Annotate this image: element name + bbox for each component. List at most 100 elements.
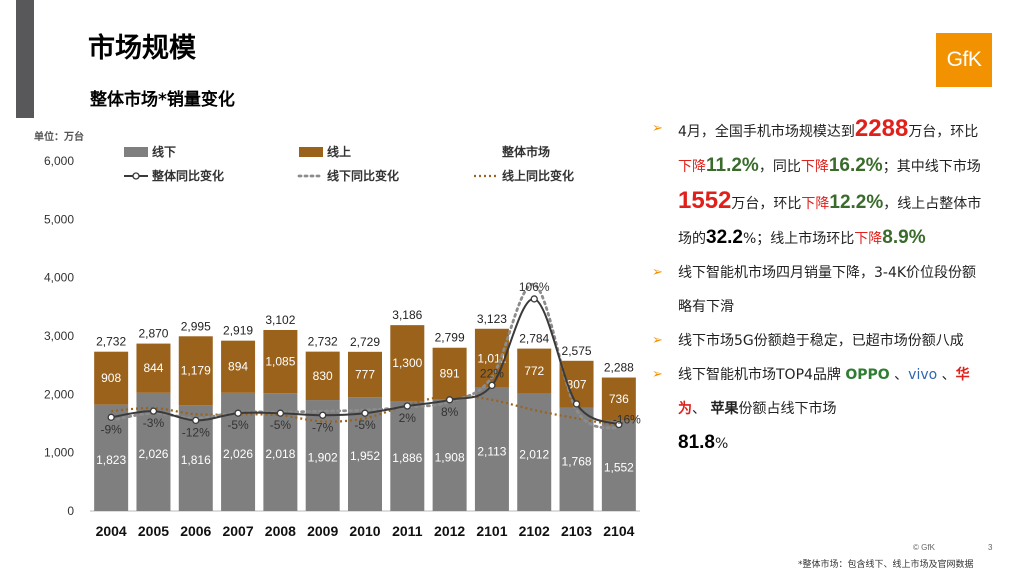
total-value-label: 2,995 [181,319,211,333]
online-value-label: 1,085 [265,355,295,369]
total-yoy-point [530,295,538,303]
online-value-label: 807 [567,377,587,391]
total-yoy-label: -9% [100,422,122,436]
offline-value-label: 2,113 [477,444,506,458]
total-value-label: 2,870 [138,327,168,341]
total-yoy-label: -3% [143,416,165,430]
online-value-label: 894 [228,360,248,374]
unit-label: 单位：万台 [34,132,84,143]
total-yoy-point [192,416,200,425]
offline-value-label: 2,018 [265,447,295,461]
y-tick-label: 6,000 [44,154,74,168]
total-yoy-point [276,409,285,417]
bar-online [348,351,382,398]
legend-total-yoy-marker [132,172,140,180]
x-tick-label: 2101 [476,523,507,539]
offline-value-label: 2,026 [138,447,168,461]
legend-online-swatch [299,147,323,157]
online-value-label: 830 [313,369,333,383]
bar-online [559,360,594,408]
total-yoy-point [445,396,454,404]
total-yoy-label: -5% [270,418,292,432]
x-tick-label: 2104 [603,523,634,539]
bar-online [263,329,298,394]
total-yoy-point [572,400,581,408]
x-tick-label: 2012 [434,523,465,539]
total-yoy-point [319,411,327,419]
x-tick-label: 2011 [392,523,423,539]
legend-total-yoy-label: 整体同比变化 [151,168,224,183]
bar-offline [474,387,509,511]
total-yoy-point [403,402,411,410]
total-yoy-label: 106% [519,280,550,294]
bar-offline [601,420,636,511]
x-tick-label: 2005 [138,523,169,539]
y-tick-label: 1,000 [44,446,74,460]
total-value-label: 3,102 [265,313,295,327]
x-tick-label: 2103 [561,523,592,539]
legend-offline-swatch [124,147,148,157]
bar-online [305,351,340,401]
total-yoy-point [149,407,158,415]
gfk-logo: GfK [936,33,992,87]
x-tick-label: 2008 [265,523,296,539]
online-yoy-line [111,394,620,427]
y-tick-label: 2,000 [44,387,74,401]
bar-online [94,351,129,405]
online-value-label: 1,300 [392,356,422,370]
total-value-label: 2,784 [519,332,549,346]
total-value-label: 2,732 [96,335,126,349]
x-tick-label: 2004 [96,523,127,539]
total-yoy-label: 8% [441,405,459,419]
total-yoy-label: -12% [182,425,210,439]
total-value-label: 3,123 [477,312,507,326]
bullet-1: ➢ 4月，全国手机市场规模达到2288万台，环比下降11.2%，同比下降16.2%… [652,112,982,256]
offline-value-label: 1,886 [392,451,422,465]
arrow-icon: ➢ [652,367,663,382]
offline-value-label: 1,552 [604,461,634,475]
total-yoy-point [488,381,496,390]
bar-offline [559,407,594,511]
arrow-icon: ➢ [652,265,663,280]
bar-online [221,340,256,393]
total-yoy-label: 2% [399,411,417,425]
offline-value-label: 1,902 [308,451,338,465]
total-value-label: 2,575 [562,344,592,358]
offline-value-label: 1,952 [350,449,380,463]
total-value-label: 2,919 [223,324,253,338]
offline-value-label: 1,823 [96,453,126,467]
offline-value-label: 1,816 [181,453,211,467]
total-yoy-label: -5% [227,418,249,432]
legend-total-label: 整体市场 [501,144,550,159]
x-tick-label: 2102 [519,523,550,539]
y-tick-label: 4,000 [44,271,74,285]
bar-online [178,336,213,406]
bar-offline [94,404,129,511]
total-yoy-label: 22% [480,366,504,380]
page-subtitle: 整体市场*销量变化 [90,90,235,110]
y-tick-label: 5,000 [44,212,74,226]
legend-offline-yoy-label: 线下同比变化 [327,168,399,183]
total-yoy-label: -5% [354,418,376,432]
online-value-label: 908 [101,371,121,385]
page-number: 3 [988,543,993,552]
total-value-label: 2,799 [435,331,465,345]
online-value-label: 736 [609,392,629,406]
total-value-label: 2,288 [604,361,634,375]
offline-value-label: 1,908 [435,450,465,464]
online-value-label: 891 [440,367,460,381]
offline-value-label: 1,768 [562,454,592,468]
bar-online [136,343,171,393]
total-yoy-point [361,409,369,417]
bar-online [432,347,467,400]
legend-offline-label: 线下 [152,144,176,159]
bar-online [390,325,425,401]
legend-online-yoy-label: 线上同比变化 [502,168,574,183]
online-value-label: 777 [355,367,375,381]
online-value-label: 844 [143,361,163,375]
y-tick-label: 0 [67,504,74,518]
legend-online-label: 线上 [327,144,351,159]
offline-value-label: 2,026 [223,447,253,461]
bar-online [517,348,552,394]
bar-offline [390,400,425,511]
